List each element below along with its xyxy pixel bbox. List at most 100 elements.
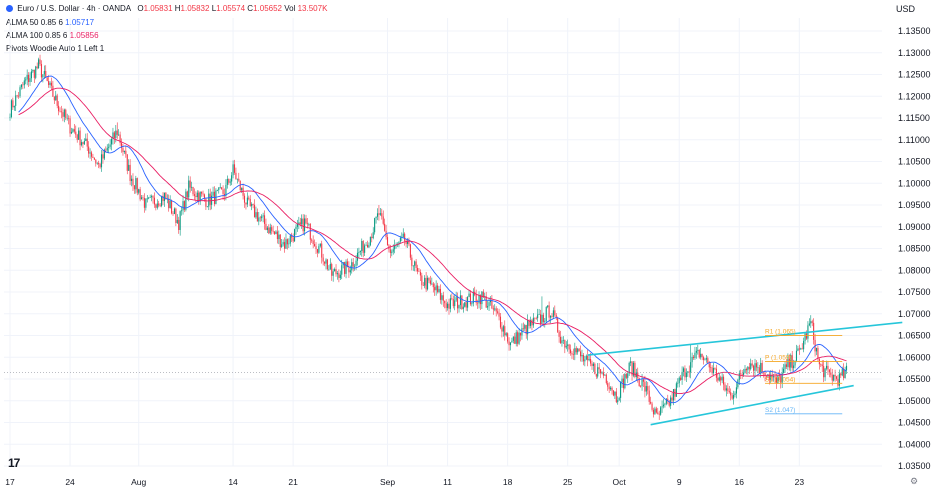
candle-body: [545, 306, 547, 321]
candle-body: [278, 234, 280, 240]
candle-body: [273, 231, 276, 234]
interval[interactable]: 4h: [86, 4, 96, 13]
indicator-alma-50[interactable]: ALMA 50 0.85 6 1.05717: [6, 18, 94, 27]
candle-body: [139, 189, 141, 200]
candle-body: [382, 216, 384, 224]
candle-body: [22, 84, 24, 86]
candle-body: [630, 361, 632, 363]
gear-icon[interactable]: ⚙: [910, 476, 919, 486]
candle-body: [774, 376, 776, 378]
candle-body: [568, 344, 570, 350]
candle-body: [717, 377, 719, 381]
candle-body: [537, 314, 539, 319]
candle-body: [20, 84, 22, 88]
separator: ·: [81, 4, 85, 13]
candle-body: [707, 358, 709, 364]
candle-body: [15, 95, 17, 106]
candle-body: [708, 363, 710, 368]
candles: [9, 54, 848, 420]
candle-body: [186, 191, 188, 198]
candle-body: [298, 222, 300, 224]
candle-body: [83, 140, 85, 145]
indicator-alma-100[interactable]: ALMA 100 0.85 6 1.05856: [6, 31, 99, 40]
candle-body: [119, 134, 121, 144]
candle-body: [296, 223, 298, 227]
candle-body: [389, 249, 391, 253]
candle-body: [665, 398, 667, 404]
candle-body: [439, 288, 441, 300]
candle-body: [65, 109, 67, 119]
candle-body: [479, 295, 482, 305]
candle-body: [724, 384, 726, 391]
candle-body: [489, 300, 492, 303]
candle-body: [753, 365, 755, 371]
candle-body: [10, 100, 12, 117]
candle-body: [685, 372, 687, 378]
candle-body: [655, 408, 657, 413]
candle-body: [178, 219, 180, 230]
candle-body: [152, 196, 154, 198]
candle-body: [524, 325, 526, 329]
candle-body: [172, 213, 174, 215]
candle-body: [777, 375, 779, 384]
candle-body: [79, 130, 81, 146]
candle-body: [469, 293, 471, 305]
candle-body: [771, 375, 773, 378]
candle-body: [728, 390, 730, 393]
candle-body: [581, 355, 583, 357]
candle-body: [544, 320, 546, 322]
candle-body: [778, 375, 780, 377]
candle-body: [309, 223, 311, 240]
candle-body: [711, 367, 713, 374]
candle-body: [346, 261, 349, 268]
candle-body: [195, 195, 197, 198]
candle-body: [797, 348, 799, 351]
candle-body: [344, 262, 346, 274]
candle-body: [372, 232, 374, 239]
candle-body: [718, 377, 720, 381]
candle-body: [355, 260, 357, 266]
candle-body: [98, 162, 100, 165]
candle-body: [605, 374, 607, 384]
candle-body: [725, 388, 727, 391]
candle-body: [723, 376, 725, 385]
candle-body: [661, 406, 663, 408]
candle-body: [704, 359, 706, 361]
candle-body: [266, 227, 268, 230]
symbol-legend[interactable]: Euro / U.S. Dollar · 4h · OANDA O1.05831…: [6, 4, 327, 13]
candle-body: [624, 374, 626, 389]
candle-body: [28, 74, 30, 82]
candle-body: [345, 261, 347, 274]
candle-body: [428, 277, 430, 281]
candle-body: [329, 263, 331, 270]
candle-body: [472, 291, 474, 304]
time-tick-label: 14: [228, 477, 238, 487]
candle-body: [841, 369, 843, 376]
currency-label[interactable]: USD: [896, 4, 916, 14]
price-tick-label: 1.08500: [898, 244, 931, 254]
candle-body: [424, 277, 426, 286]
candle-body: [487, 306, 489, 308]
candle-body: [19, 87, 21, 97]
candle-body: [12, 100, 14, 108]
candle-body: [502, 326, 504, 332]
candle-body: [282, 242, 284, 245]
price-tick-label: 1.05500: [898, 374, 931, 384]
candle-body: [315, 246, 317, 250]
candle-body: [837, 378, 839, 386]
candle-body: [681, 371, 683, 380]
candle-body: [760, 362, 762, 374]
candle-body: [833, 374, 835, 381]
candle-body: [70, 131, 73, 134]
candle-body: [399, 237, 401, 242]
candle-body: [554, 310, 556, 316]
candle-body: [125, 150, 127, 155]
candle-body: [518, 332, 520, 344]
candle-body: [301, 218, 303, 225]
candle-body: [352, 262, 354, 267]
indicator-pivots[interactable]: Pivots Woodie Auto 1 Left 1: [6, 44, 104, 53]
candle-body: [615, 391, 617, 403]
candle-body: [501, 327, 503, 332]
price-tick-label: 1.09000: [898, 222, 931, 232]
